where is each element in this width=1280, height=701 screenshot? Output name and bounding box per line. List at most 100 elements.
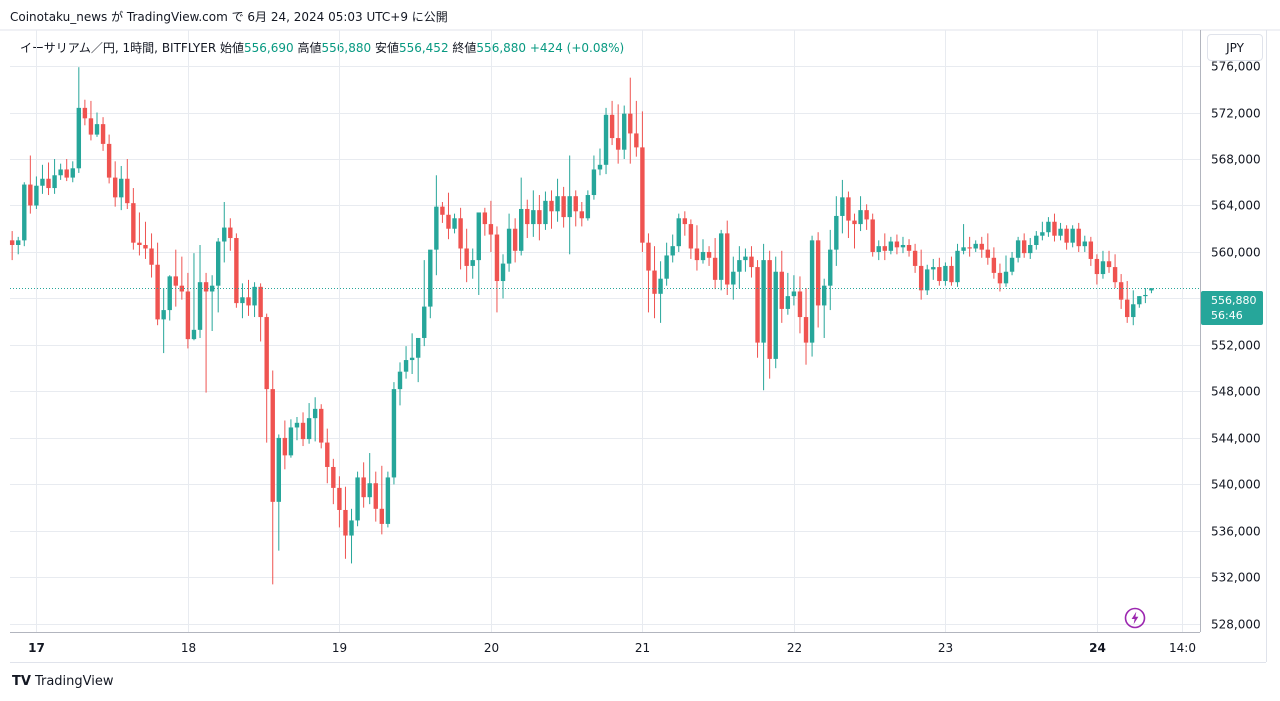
candle-body [900, 245, 906, 248]
candle-body [609, 114, 615, 139]
candle-body [591, 169, 597, 196]
open-label: 始値 [220, 41, 245, 55]
candle-body [428, 249, 433, 307]
candle-body [525, 208, 530, 225]
x-tick-label: 14:0 [1169, 641, 1196, 655]
candle-body [961, 247, 966, 251]
candle-body [737, 260, 742, 272]
candle-body [1143, 294, 1148, 297]
candle-body [1028, 245, 1033, 254]
symbol-name: イーサリアム／円, 1時間, BITFLYER [20, 41, 217, 55]
candle-body [482, 212, 488, 225]
candle-body [106, 143, 112, 178]
close-value: 556,880 [476, 41, 527, 55]
candle-body [476, 212, 481, 261]
x-tick-label: 23 [938, 641, 953, 655]
candle-body [191, 329, 197, 340]
candle-body [458, 218, 463, 249]
candle-body [809, 240, 815, 343]
candle-body [1106, 261, 1112, 268]
candle-body [1076, 228, 1081, 247]
candle-body [676, 218, 681, 247]
candle-body [264, 317, 269, 390]
candle-body [846, 197, 851, 221]
candle-body [137, 242, 142, 245]
candle-body [1100, 261, 1106, 275]
candle-body [791, 291, 797, 297]
candle-body [1058, 228, 1063, 236]
candle-body [155, 264, 160, 320]
candle-body [785, 296, 791, 309]
candle-body [706, 251, 712, 258]
candle-body [937, 267, 942, 282]
candle-body [391, 389, 397, 478]
high-label: 高値 [297, 41, 322, 55]
candle-body [446, 214, 451, 229]
candle-body [143, 245, 148, 249]
candle-body [840, 197, 845, 216]
low-label: 安値 [374, 41, 399, 55]
y-tick-label: 560,000 [1211, 246, 1261, 260]
candle-body [1149, 288, 1154, 291]
candle-body [209, 285, 215, 292]
candle-body [1034, 235, 1039, 245]
candle-body [282, 437, 288, 456]
candle-body [864, 210, 869, 220]
candle-body [1112, 267, 1118, 283]
candle-body [1137, 296, 1142, 305]
candle-body [1125, 299, 1130, 318]
x-tick-label: 24 [1089, 641, 1106, 655]
candle-body [88, 118, 94, 135]
lightning-icon[interactable] [1124, 607, 1146, 629]
candle-body [355, 477, 360, 521]
candle-body [306, 418, 312, 440]
candle-body [894, 241, 900, 248]
candle-body [46, 178, 51, 189]
y-tick-label: 536,000 [1211, 525, 1261, 539]
x-tick-label: 17 [28, 641, 45, 655]
candle-body [337, 487, 342, 510]
candle-body [658, 278, 663, 294]
candle-body [537, 210, 542, 225]
candle-body [276, 437, 281, 502]
candle-body [567, 196, 572, 218]
candle-body [64, 169, 69, 178]
candle-body [373, 483, 378, 509]
candle-body [1082, 241, 1087, 247]
candle-body [682, 218, 688, 225]
candle-body [815, 240, 821, 306]
candle-body [300, 422, 306, 440]
candle-body [603, 114, 609, 165]
candle-body [834, 215, 839, 250]
last-price-value: 556,880 [1211, 294, 1257, 307]
candle-body [712, 257, 718, 280]
candle-body [58, 169, 63, 176]
currency-button[interactable]: JPY [1207, 34, 1263, 61]
candle-body [70, 168, 75, 178]
candle-body [876, 246, 881, 252]
candle-body [743, 256, 748, 261]
tradingview-logo[interactable]: TV TradingView [12, 674, 113, 689]
candle-body [1046, 221, 1051, 233]
candle-body [761, 260, 766, 343]
candle-body [367, 483, 372, 498]
candle-body [197, 282, 203, 330]
candle-body [767, 260, 772, 359]
candle-body [1015, 240, 1021, 258]
candle-body [1070, 228, 1075, 243]
footer-brand: TradingView [34, 674, 114, 689]
candle-body [288, 427, 294, 456]
candle-body [119, 178, 124, 198]
candle-body [555, 196, 560, 212]
candle-body [531, 210, 536, 225]
candle-body [149, 248, 154, 265]
candle-body [725, 233, 730, 285]
candle-body [1003, 271, 1009, 284]
bar-countdown: 56:46 [1211, 309, 1243, 322]
high-value: 556,880 [321, 41, 372, 55]
candle-body [803, 317, 809, 343]
close-label: 終値 [452, 41, 477, 55]
candle-body [94, 124, 100, 135]
x-tick-label: 18 [181, 641, 196, 655]
